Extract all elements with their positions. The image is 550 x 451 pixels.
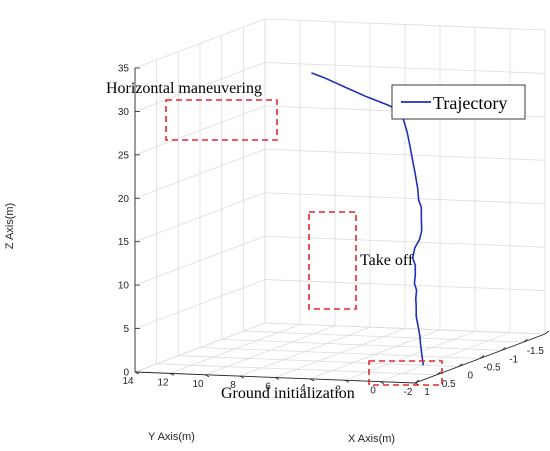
- x-tick-label: -1.5: [527, 346, 545, 357]
- y-tick-mark: [169, 373, 175, 376]
- z-tick-label: 30: [118, 107, 130, 118]
- y-tick-label: 6: [265, 382, 271, 393]
- y-tick-mark: [134, 371, 140, 375]
- side-wall-grid-line: [264, 192, 546, 205]
- back-wall-grid-line: [134, 148, 266, 199]
- z-tick-label: 15: [118, 237, 130, 248]
- side-wall-grid-line: [264, 62, 546, 74]
- y-tick-label: 10: [192, 379, 204, 390]
- side-wall-grid-line: [264, 235, 546, 248]
- take-off-label: Take off: [360, 252, 414, 269]
- back-wall-grid-line: [134, 18, 266, 69]
- back-wall-grid-line: [134, 235, 266, 286]
- legend: Trajectory: [391, 84, 526, 120]
- horizontal-maneuvering-label: Horizontal maneuvering: [106, 80, 262, 97]
- x-tick-mark: [436, 371, 441, 376]
- x-tick-mark: [523, 338, 528, 343]
- y-tick-label: 0: [370, 386, 376, 397]
- z-tick-label: 25: [118, 150, 130, 161]
- side-wall-grid-line: [264, 148, 546, 161]
- x-tick-label: -1: [509, 354, 518, 365]
- x-tick-mark: [458, 363, 463, 367]
- y-tick-label: 8: [230, 380, 236, 391]
- floor-grid-line: [169, 324, 301, 374]
- x-tick-label: 0: [468, 371, 474, 382]
- ground-initialization-box: [368, 360, 443, 386]
- y-tick-mark: [379, 381, 385, 384]
- z-axis-label: Z Axis(m): [4, 203, 16, 249]
- floor-grid-line: [274, 328, 406, 378]
- floor-grid-line: [204, 325, 336, 376]
- y-tick-mark: [239, 375, 245, 379]
- side-wall-grid-line: [264, 322, 546, 335]
- y-tick-label: 12: [157, 377, 169, 388]
- ground-initialization-label: Ground initialization: [221, 385, 355, 402]
- z-tick-label: 20: [118, 194, 130, 205]
- back-wall-grid-line: [134, 192, 266, 243]
- y-tick-label: -2: [404, 387, 413, 398]
- axis-ticks: 05101520253035-202468101214-2-1.5-1-0.50…: [118, 64, 550, 398]
- y-axis-label: Y Axis(m): [148, 431, 195, 443]
- y-tick-mark: [204, 374, 210, 378]
- legend-box: [391, 84, 526, 120]
- floor-grid-line: [239, 326, 371, 377]
- x-tick-label: -0.5: [483, 363, 501, 374]
- take-off-box: [308, 211, 357, 310]
- z-tick-label: 5: [123, 324, 129, 335]
- back-wall-grid-line: [134, 62, 266, 112]
- z-tick-label: 35: [118, 64, 130, 75]
- legend-label: Trajectory: [433, 93, 507, 113]
- axes-panes: [134, 18, 546, 384]
- z-tick-label: 0: [123, 368, 129, 379]
- y-tick-label: 2: [335, 384, 341, 395]
- side-wall-grid-line: [264, 279, 546, 291]
- y-tick-label: 14: [122, 376, 134, 387]
- side-wall-grid-line: [264, 18, 546, 31]
- x-tick-label: 0.5: [442, 379, 456, 390]
- y-tick-label: 4: [300, 383, 306, 394]
- back-wall-grid-line: [134, 105, 266, 156]
- x-tick-label: 1: [424, 387, 430, 398]
- back-wall-grid-line: [134, 322, 266, 373]
- x-tick-mark: [414, 379, 420, 384]
- y-tick-mark: [309, 378, 315, 382]
- x-tick-mark: [544, 330, 550, 335]
- floor-grid-line: [344, 330, 476, 381]
- x-axis-label: X Axis(m): [348, 433, 395, 445]
- floor-grid-line: [309, 329, 441, 380]
- z-tick-label: 10: [118, 281, 130, 292]
- y-tick-mark: [344, 379, 350, 383]
- y-tick-mark: [274, 377, 280, 380]
- floor-grid-line: [379, 332, 511, 382]
- x-tick-mark: [479, 355, 485, 359]
- back-wall-grid-line: [134, 279, 266, 329]
- horizontal-maneuvering-box: [165, 99, 278, 141]
- x-tick-mark: [501, 347, 506, 351]
